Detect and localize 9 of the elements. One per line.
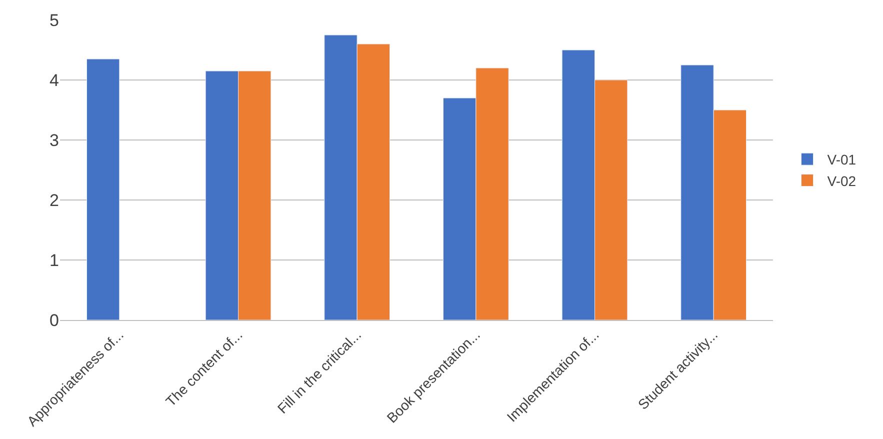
- y-tick-label: 0: [50, 310, 59, 330]
- y-tick-label: 2: [50, 190, 59, 210]
- legend-label: V-01: [827, 152, 856, 168]
- y-tick-label: 4: [50, 70, 59, 90]
- bar: [86, 58, 120, 320]
- y-tick-label: 5: [50, 10, 59, 30]
- y-tick-label: 3: [50, 130, 59, 150]
- y-tick-label: 1: [50, 250, 59, 270]
- legend-label: V-02: [827, 172, 856, 189]
